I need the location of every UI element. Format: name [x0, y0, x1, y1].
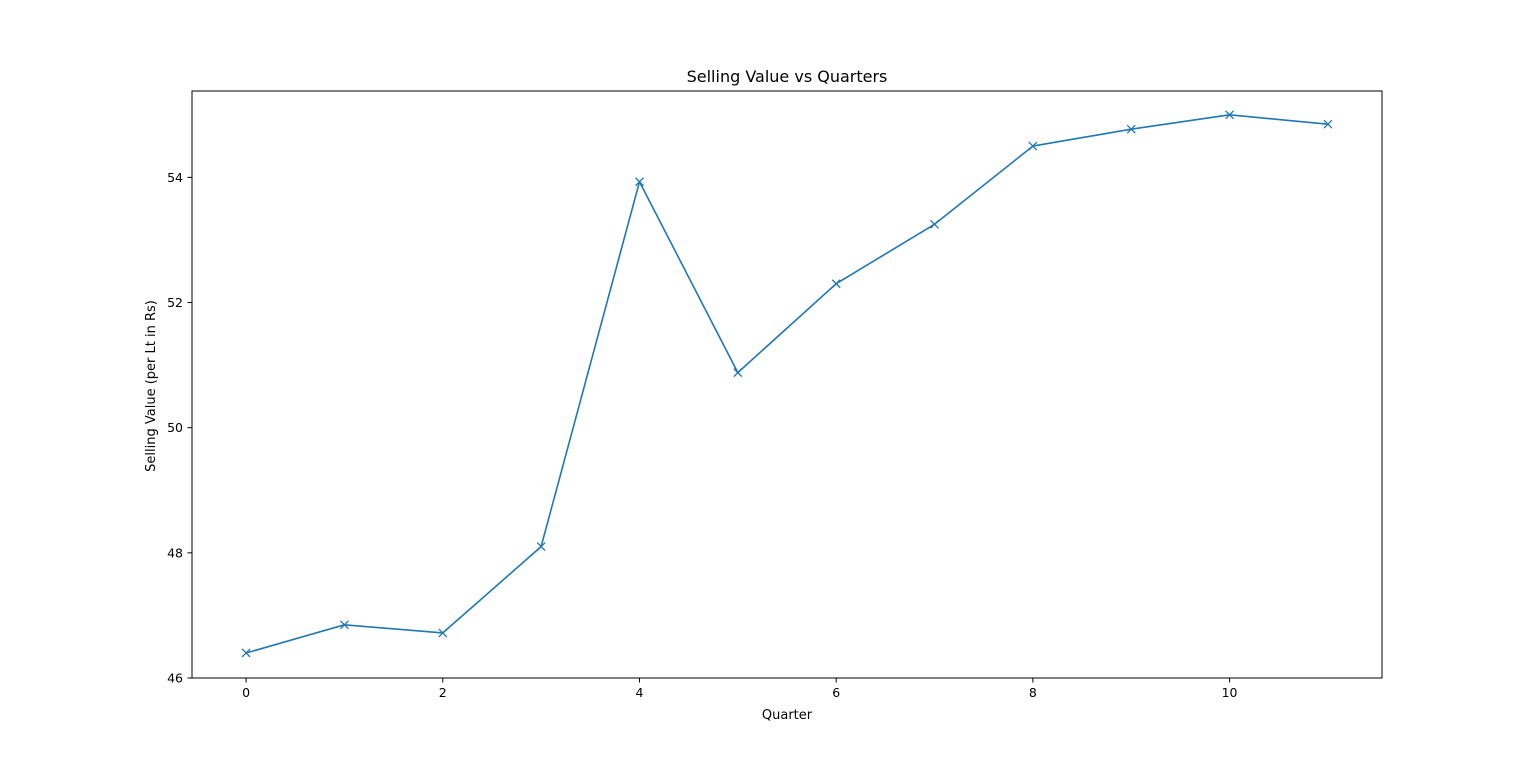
data-point-marker — [1126, 124, 1136, 134]
data-point-marker — [1323, 119, 1333, 129]
plot-area — [191, 90, 1383, 679]
plot-frame — [191, 90, 1383, 679]
chart-title: Selling Value vs Quarters — [687, 67, 888, 86]
data-point-marker — [241, 648, 251, 658]
data-point-marker — [536, 542, 546, 552]
x-axis-label: Quarter — [762, 708, 813, 723]
data-point-marker — [438, 628, 448, 638]
y-tick-label: 46 — [167, 671, 183, 686]
y-tick-label: 52 — [167, 295, 183, 310]
y-tick-label: 48 — [167, 545, 183, 560]
y-tick-label: 54 — [167, 170, 183, 185]
y-tick-label: 50 — [167, 420, 183, 435]
x-tick-label: 0 — [242, 685, 250, 700]
data-point-marker — [831, 279, 841, 289]
x-tick-label: 6 — [832, 685, 840, 700]
data-point-marker — [733, 368, 743, 378]
y-axis: 46 48 50 52 54 — [167, 170, 192, 686]
data-point-marker — [635, 177, 644, 187]
data-point-marker — [1028, 141, 1038, 151]
y-axis-label: Selling Value (per Lt in Rs) — [144, 300, 159, 472]
series-line — [245, 114, 1328, 654]
data-point-marker — [930, 219, 939, 229]
x-tick-label: 8 — [1029, 685, 1037, 700]
data-point-marker — [1225, 110, 1235, 120]
x-tick-label: 4 — [636, 685, 644, 700]
x-tick-label: 10 — [1222, 685, 1238, 700]
data-point-marker — [339, 620, 349, 630]
x-tick-label: 2 — [439, 685, 447, 700]
x-axis: 0 2 4 6 8 10 — [242, 678, 1238, 700]
series-layer — [241, 110, 1333, 658]
